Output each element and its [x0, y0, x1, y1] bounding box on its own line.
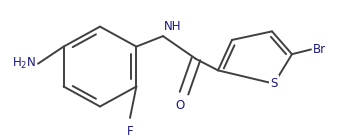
Text: F: F: [127, 125, 133, 138]
Text: S: S: [270, 77, 278, 90]
Text: NH: NH: [164, 20, 181, 33]
Text: Br: Br: [313, 43, 326, 56]
Text: H$_2$N: H$_2$N: [12, 56, 36, 71]
Text: O: O: [175, 99, 185, 112]
